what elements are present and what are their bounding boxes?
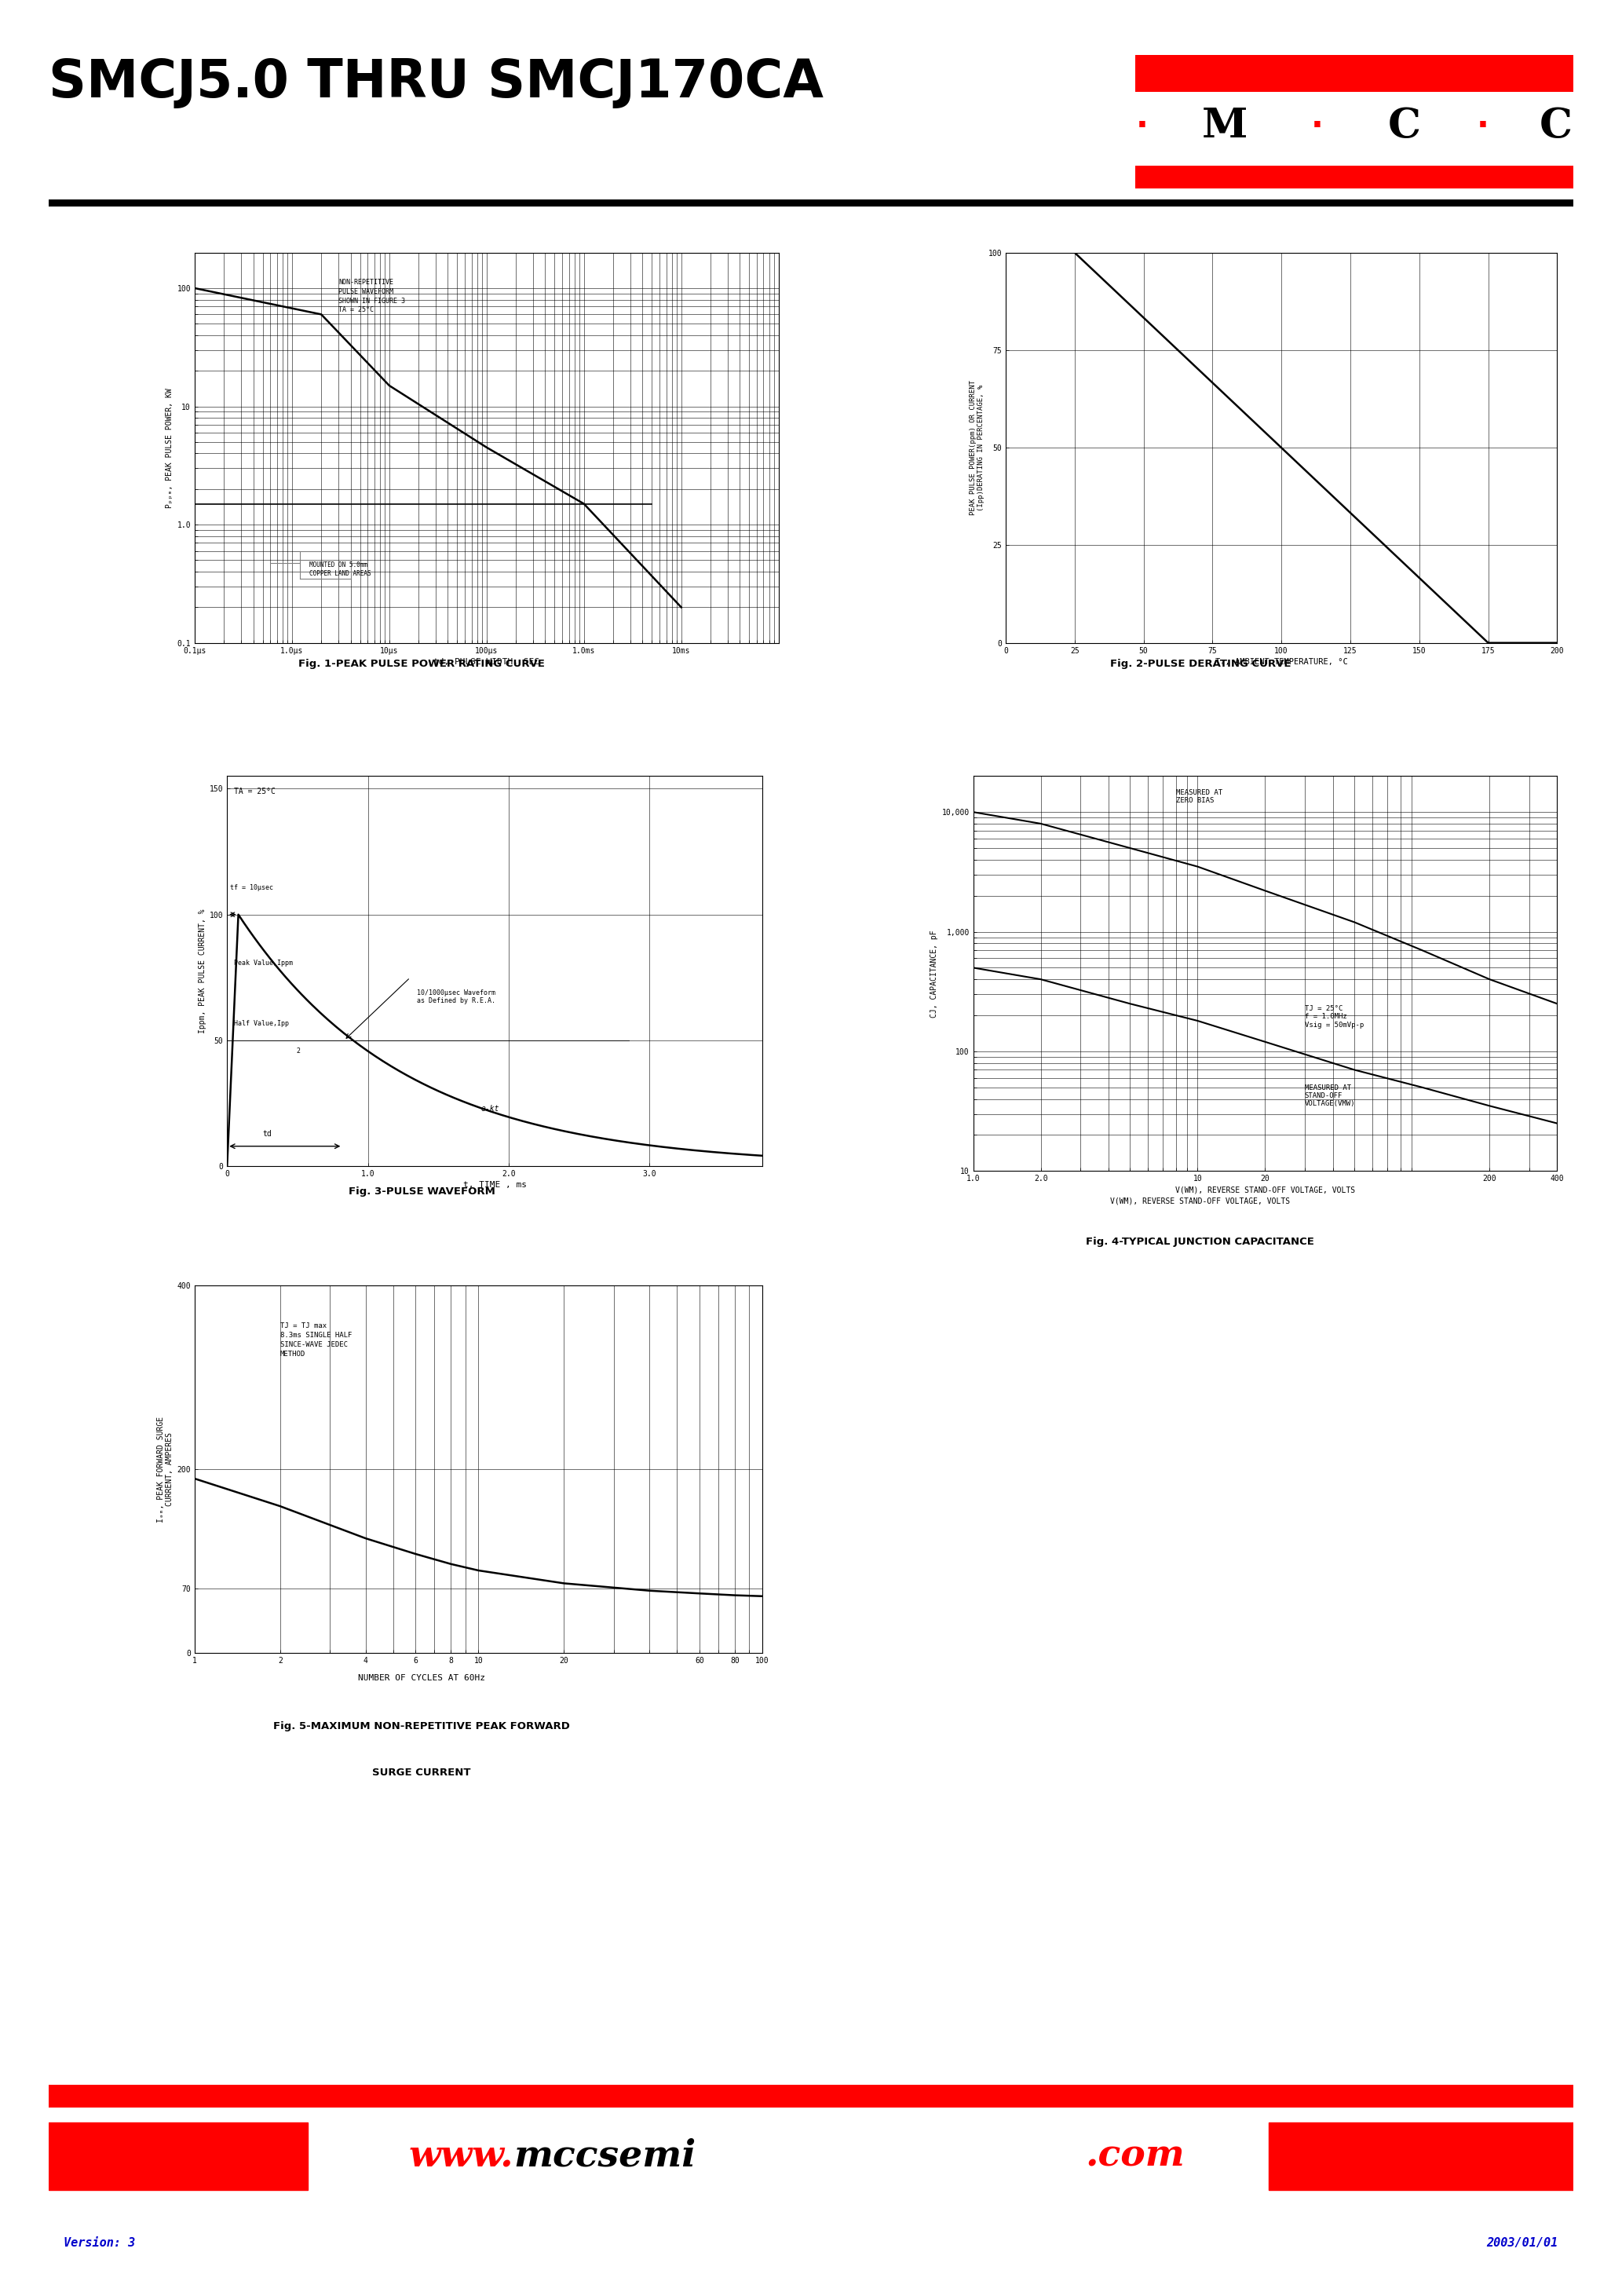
X-axis label: Tₐ, AMBIENT TEMPERATURE, °C: Tₐ, AMBIENT TEMPERATURE, °C <box>1215 659 1348 666</box>
Y-axis label: CJ, CAPACITANCE, pF: CJ, CAPACITANCE, pF <box>931 930 939 1017</box>
Text: Version: 3: Version: 3 <box>63 2236 136 2250</box>
X-axis label: V(WM), REVERSE STAND-OFF VOLTAGE, VOLTS: V(WM), REVERSE STAND-OFF VOLTAGE, VOLTS <box>1176 1187 1354 1194</box>
Text: td: td <box>263 1130 271 1139</box>
Bar <box>1268 2122 1573 2190</box>
Text: Fig. 5-MAXIMUM NON-REPETITIVE PEAK FORWARD: Fig. 5-MAXIMUM NON-REPETITIVE PEAK FORWA… <box>274 1722 569 1731</box>
Text: MOUNTED ON 5.0mm
COPPER LAND AREAS: MOUNTED ON 5.0mm COPPER LAND AREAS <box>310 563 371 576</box>
Text: TA = 25°C: TA = 25°C <box>234 788 276 794</box>
Text: www.: www. <box>409 2138 514 2174</box>
Text: C: C <box>1388 106 1421 147</box>
Text: .com: .com <box>1085 2138 1186 2174</box>
Text: Fig. 4-TYPICAL JUNCTION CAPACITANCE: Fig. 4-TYPICAL JUNCTION CAPACITANCE <box>1087 1238 1314 1247</box>
Text: M: M <box>1202 106 1247 147</box>
Text: 10/1000μsec Waveform
as Defined by R.E.A.: 10/1000μsec Waveform as Defined by R.E.A… <box>417 990 496 1003</box>
Text: TJ = TJ max
8.3ms SINGLE HALF
SINCE-WAVE JEDEC
METHOD: TJ = TJ max 8.3ms SINGLE HALF SINCE-WAVE… <box>281 1322 352 1357</box>
Text: SMCJ5.0 THRU SMCJ170CA: SMCJ5.0 THRU SMCJ170CA <box>49 57 824 108</box>
Text: TJ = 25°C
f = 1.0MHz
Vsig = 50mVp-p: TJ = 25°C f = 1.0MHz Vsig = 50mVp-p <box>1304 1006 1364 1029</box>
Y-axis label: Ippm, PEAK PULSE CURRENT, %: Ippm, PEAK PULSE CURRENT, % <box>198 909 206 1033</box>
Text: Fig. 3-PULSE WAVEFORM: Fig. 3-PULSE WAVEFORM <box>349 1187 495 1196</box>
Y-axis label: Pₚₚₘ, PEAK PULSE POWER, KW: Pₚₚₘ, PEAK PULSE POWER, KW <box>165 388 174 507</box>
Y-axis label: Iₔₘ, PEAK FORWARD SURGE
CURRENT, AMPERES: Iₔₘ, PEAK FORWARD SURGE CURRENT, AMPERES <box>157 1417 174 1522</box>
Text: ·: · <box>1476 110 1489 142</box>
Text: 2: 2 <box>297 1047 300 1054</box>
Text: tf = 10μsec: tf = 10μsec <box>230 884 272 891</box>
Bar <box>49 2122 308 2190</box>
Text: 2003/01/01: 2003/01/01 <box>1486 2236 1559 2250</box>
X-axis label: t, TIME , ms: t, TIME , ms <box>462 1182 527 1189</box>
Text: e-kt: e-kt <box>480 1104 500 1114</box>
Text: V(WM), REVERSE STAND-OFF VOLTAGE, VOLTS: V(WM), REVERSE STAND-OFF VOLTAGE, VOLTS <box>1111 1196 1289 1205</box>
Y-axis label: PEAK PULSE POWER(ppm) OR CURRENT
(Ipp)DERATING IN PERCENTAGE, %: PEAK PULSE POWER(ppm) OR CURRENT (Ipp)DE… <box>970 381 985 514</box>
Text: Half Value,Ipp: Half Value,Ipp <box>234 1019 289 1026</box>
Text: Fig. 2-PULSE DERATING CURVE: Fig. 2-PULSE DERATING CURVE <box>1109 659 1291 668</box>
Text: MEASURED AT
ZERO BIAS: MEASURED AT ZERO BIAS <box>1176 790 1223 804</box>
Text: Fig. 1-PEAK PULSE POWER RATING CURVE: Fig. 1-PEAK PULSE POWER RATING CURVE <box>298 659 545 668</box>
Text: SURGE CURRENT: SURGE CURRENT <box>373 1768 470 1777</box>
Text: NON-REPETITIVE
PULSE WAVEFORM
SHOWN IN FIGURE 3
TA = 25°C: NON-REPETITIVE PULSE WAVEFORM SHOWN IN F… <box>339 278 406 315</box>
Text: C: C <box>1539 106 1572 147</box>
Text: mccsemi: mccsemi <box>514 2138 696 2174</box>
Text: ·: · <box>1135 110 1148 142</box>
Text: NUMBER OF CYCLES AT 60Hz: NUMBER OF CYCLES AT 60Hz <box>358 1674 485 1683</box>
Text: ·: · <box>1311 110 1324 142</box>
X-axis label: td, PULSE WIDTH, SEC: td, PULSE WIDTH, SEC <box>433 659 540 666</box>
Text: MEASURED AT
STAND-OFF
VOLTAGE(VMW): MEASURED AT STAND-OFF VOLTAGE(VMW) <box>1304 1084 1356 1107</box>
Text: Peak Value,Ippm: Peak Value,Ippm <box>234 960 294 967</box>
